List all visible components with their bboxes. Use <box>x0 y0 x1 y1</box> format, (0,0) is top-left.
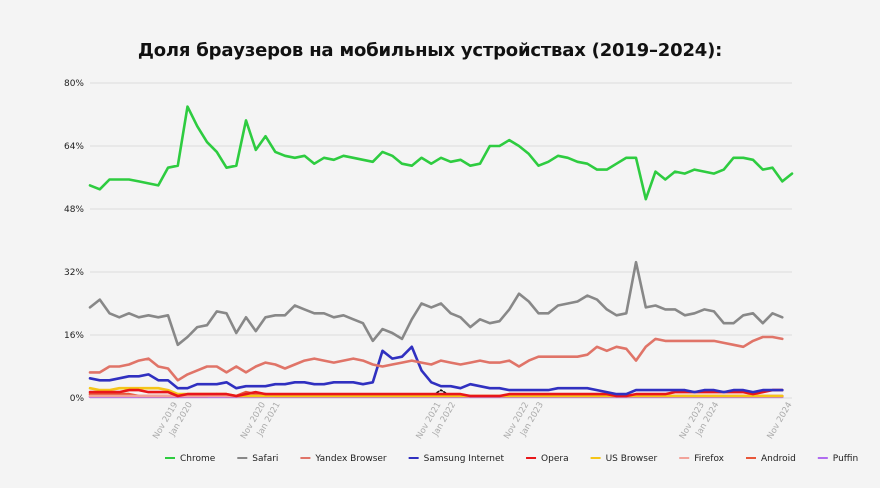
series-line-yandex-browser <box>88 335 784 382</box>
legend-label-safari: Safari <box>252 454 278 464</box>
series-line-opera <box>88 388 784 398</box>
series-line-samsung-internet <box>88 345 784 396</box>
y-tick-label: 48% <box>64 205 84 215</box>
legend-label-android: Android <box>761 454 796 464</box>
chart-title: Доля браузеров на мобильных устройствах … <box>137 40 723 61</box>
y-tick-label: 32% <box>64 268 84 278</box>
series-line-safari <box>88 260 784 347</box>
legend-label-samsung-internet: Samsung Internet <box>424 454 505 464</box>
legend-label-opera: Opera <box>541 454 569 464</box>
x-tick-label: Nov 2024 <box>765 401 794 441</box>
legend-label-us-browser: US Browser <box>606 454 658 464</box>
legend-label-yandex-browser: Yandex Browser <box>314 454 387 464</box>
y-tick-label: 16% <box>64 331 84 341</box>
y-tick-label: 64% <box>64 142 84 152</box>
legend-label-chrome: Chrome <box>180 454 216 464</box>
y-tick-label: 80% <box>64 79 84 89</box>
legend-label-firefox: Firefox <box>694 454 724 464</box>
series-line-chrome <box>88 105 794 201</box>
y-tick-label: 0% <box>70 394 85 404</box>
legend-label-puffin: Puffin <box>833 454 858 464</box>
